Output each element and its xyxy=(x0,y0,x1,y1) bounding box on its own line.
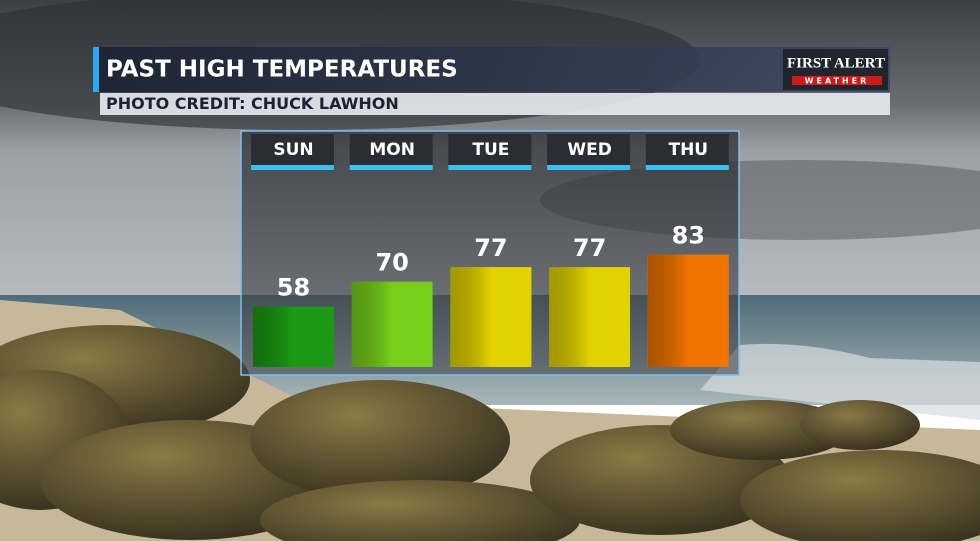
bar-shine xyxy=(647,254,729,367)
x-tick-label: THU xyxy=(668,140,708,160)
logo-title: FIRST ALERT xyxy=(787,55,885,71)
x-tick-label: MON xyxy=(369,140,415,160)
value-label: 77 xyxy=(573,234,606,262)
day-tab-underline xyxy=(349,165,433,170)
chart-title: PAST HIGH TEMPERATURES xyxy=(106,57,458,83)
logo-strip xyxy=(792,76,882,85)
title-accent xyxy=(93,47,99,92)
day-tab xyxy=(547,134,631,165)
day-tab-underline xyxy=(448,165,532,170)
x-tick-label: WED xyxy=(567,140,611,160)
day-tab-underline xyxy=(251,165,334,170)
value-label: 83 xyxy=(672,222,705,250)
bar-shine xyxy=(450,267,532,367)
value-label: 58 xyxy=(277,274,310,302)
subtitle-bar xyxy=(100,93,890,115)
day-tab xyxy=(448,134,532,165)
bar-shine xyxy=(253,306,334,367)
value-label: 77 xyxy=(474,234,507,262)
day-tab xyxy=(645,134,729,165)
day-tab xyxy=(349,134,433,165)
day-tab xyxy=(251,134,334,165)
logo-subtitle: WEATHER xyxy=(805,77,870,86)
title-bar xyxy=(93,47,890,92)
chart-subtitle: PHOTO CREDIT: CHUCK LAWHON xyxy=(106,94,399,113)
x-tick-label: TUE xyxy=(472,140,509,160)
value-label: 70 xyxy=(375,249,408,277)
day-tab-underline xyxy=(645,165,729,170)
bar-shine xyxy=(549,267,631,367)
x-tick-label: SUN xyxy=(273,140,313,160)
day-tab-underline xyxy=(547,165,631,170)
bar-shine xyxy=(351,281,433,367)
